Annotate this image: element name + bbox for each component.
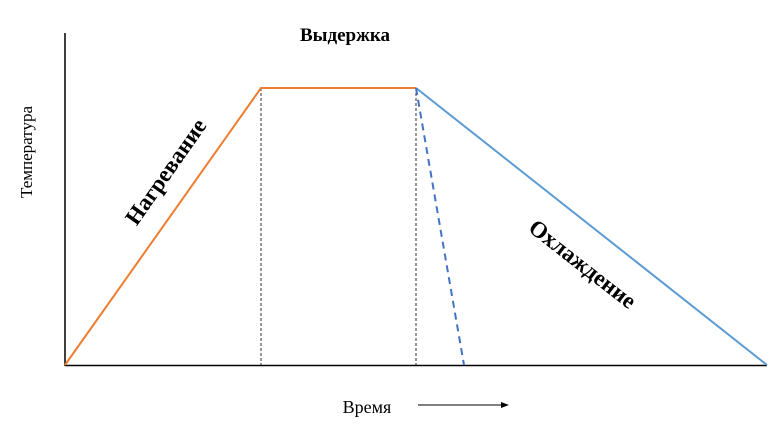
fast-cooling-line	[415, 87, 465, 366]
x-axis-label: Время	[343, 397, 392, 417]
cooling-label: Охлаждение	[524, 215, 641, 314]
slow-cooling-line	[415, 87, 768, 366]
heating-hold-line	[64, 87, 416, 366]
heating-label: Нагревание	[120, 114, 211, 229]
time-arrow-head	[501, 402, 509, 408]
y-axis-label: Температура	[17, 106, 36, 198]
hold-label: Выдержка	[300, 25, 391, 46]
